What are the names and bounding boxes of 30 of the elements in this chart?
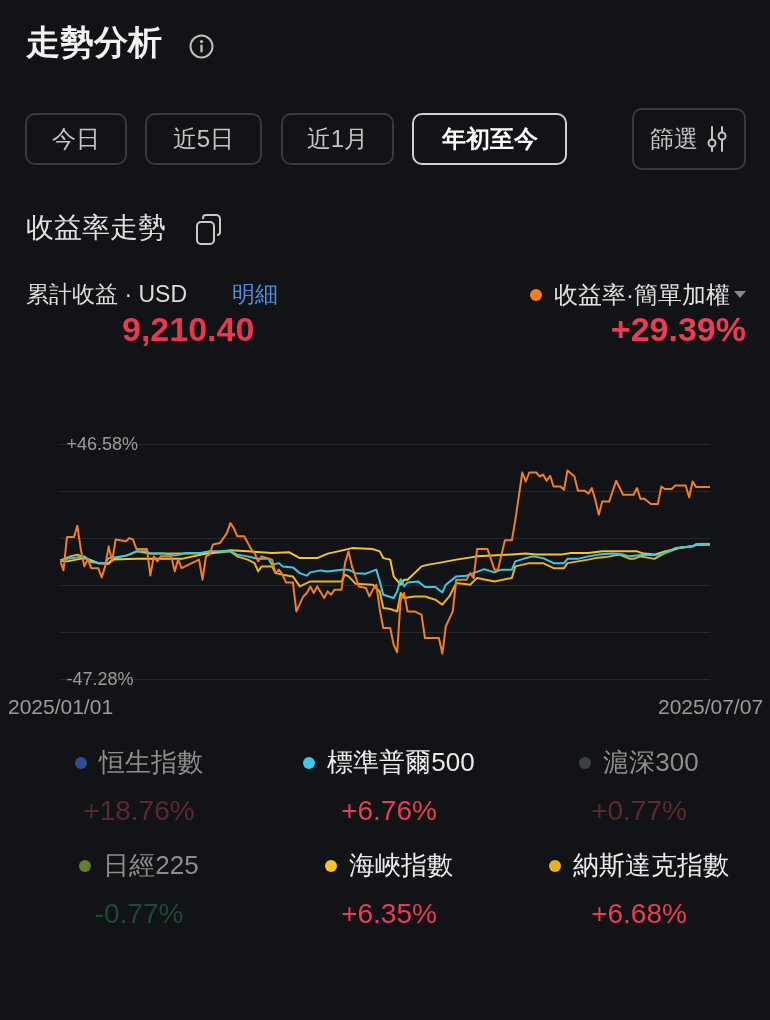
x-tick-label: 2025/07/07 — [657, 694, 764, 718]
text: +0.77% — [590, 794, 688, 828]
line-series — [60, 543, 710, 586]
legend-label: 海峽指數 — [349, 850, 453, 882]
text: +6.35% — [340, 897, 438, 931]
legend-label: 標準普爾500 — [327, 747, 475, 779]
text: +6.68% — [590, 897, 688, 931]
text: 明細 — [232, 281, 278, 309]
text: 累計收益 · USD — [26, 281, 187, 309]
chart-title: 走勢分析 — [26, 22, 162, 63]
legend-label: 恒生指數 — [99, 747, 203, 779]
range-button[interactable]: 近5日 — [145, 113, 262, 165]
line-series — [60, 542, 710, 599]
range-button[interactable]: 近1月 — [281, 113, 394, 165]
range-button[interactable]: 今日 — [25, 113, 127, 165]
legend-label: 滬深300 — [603, 747, 699, 779]
text: +6.76% — [340, 794, 438, 828]
text: 9,210.40 — [122, 309, 255, 350]
legend-label: 日經225 — [103, 850, 199, 882]
range-button[interactable]: 年初至今 — [412, 113, 567, 165]
chart-subtitle: 收益率走勢 — [26, 211, 166, 245]
text: +29.39% — [610, 309, 746, 350]
legend-label: 納斯達克指數 — [573, 850, 729, 882]
filter-button[interactable]: 篩選 — [632, 108, 746, 170]
text: +18.76% — [82, 794, 196, 828]
y-tick-label: +46.58% — [66, 433, 139, 454]
y-tick-label: -47.28% — [66, 668, 134, 689]
legend-label: 收益率·簡單加權 — [554, 281, 730, 310]
line-series — [60, 469, 710, 655]
x-tick-label: 2025/01/01 — [7, 694, 114, 718]
